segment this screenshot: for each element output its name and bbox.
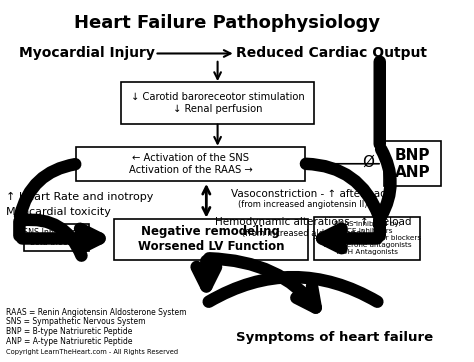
FancyBboxPatch shape <box>314 217 420 260</box>
Text: Ø: Ø <box>363 155 374 169</box>
FancyBboxPatch shape <box>121 82 314 123</box>
Text: BNP
ANP: BNP ANP <box>394 148 430 180</box>
Text: (from increased aldosterone): (from increased aldosterone) <box>242 228 365 237</box>
Text: (from increased angiotensin II): (from increased angiotensin II) <box>238 200 367 209</box>
Text: Myocardial Injury: Myocardial Injury <box>19 46 155 60</box>
FancyBboxPatch shape <box>76 147 305 181</box>
Text: SNS Inhibited by:
Beta-blockers: SNS Inhibited by: Beta-blockers <box>22 228 91 247</box>
Text: RAAS Inhibited by:
ACE Inhibitors
Angiotensin receptor blockers
Aldosterone anta: RAAS Inhibited by: ACE Inhibitors Angiot… <box>313 222 421 256</box>
Text: Vasoconstriction - ↑ afterload: Vasoconstriction - ↑ afterload <box>231 189 387 199</box>
Text: Hemodynamic alterations - ↑ preload: Hemodynamic alterations - ↑ preload <box>215 217 412 227</box>
Text: Negative remodeling
Worsened LV Function: Negative remodeling Worsened LV Function <box>137 226 284 253</box>
Text: ↑ Heart Rate and inotropy: ↑ Heart Rate and inotropy <box>6 192 153 202</box>
FancyBboxPatch shape <box>384 142 440 186</box>
FancyBboxPatch shape <box>24 224 89 251</box>
Text: Myocardial toxicity: Myocardial toxicity <box>6 207 111 216</box>
Text: BNP = B-type Natriuretic Peptide: BNP = B-type Natriuretic Peptide <box>6 327 132 336</box>
Text: Reduced Cardiac Output: Reduced Cardiac Output <box>236 46 427 60</box>
Text: RAAS = Renin Angiotensin Aldosterone System: RAAS = Renin Angiotensin Aldosterone Sys… <box>6 308 186 317</box>
FancyBboxPatch shape <box>114 219 308 260</box>
Text: ANP = A-type Natriuretic Peptide: ANP = A-type Natriuretic Peptide <box>6 337 132 346</box>
Text: Heart Failure Pathophysiology: Heart Failure Pathophysiology <box>73 14 380 32</box>
Text: ↓ Carotid baroreceotor stimulation
↓ Renal perfusion: ↓ Carotid baroreceotor stimulation ↓ Ren… <box>131 92 304 114</box>
Text: ← Activation of the SNS
Activation of the RAAS →: ← Activation of the SNS Activation of th… <box>129 153 253 175</box>
Text: Symptoms of heart failure: Symptoms of heart failure <box>236 331 433 344</box>
Text: Copyright LearnTheHeart.com - All Rights Reserved: Copyright LearnTheHeart.com - All Rights… <box>6 349 178 355</box>
Text: SNS = Sympathetic Nervous System: SNS = Sympathetic Nervous System <box>6 317 146 326</box>
